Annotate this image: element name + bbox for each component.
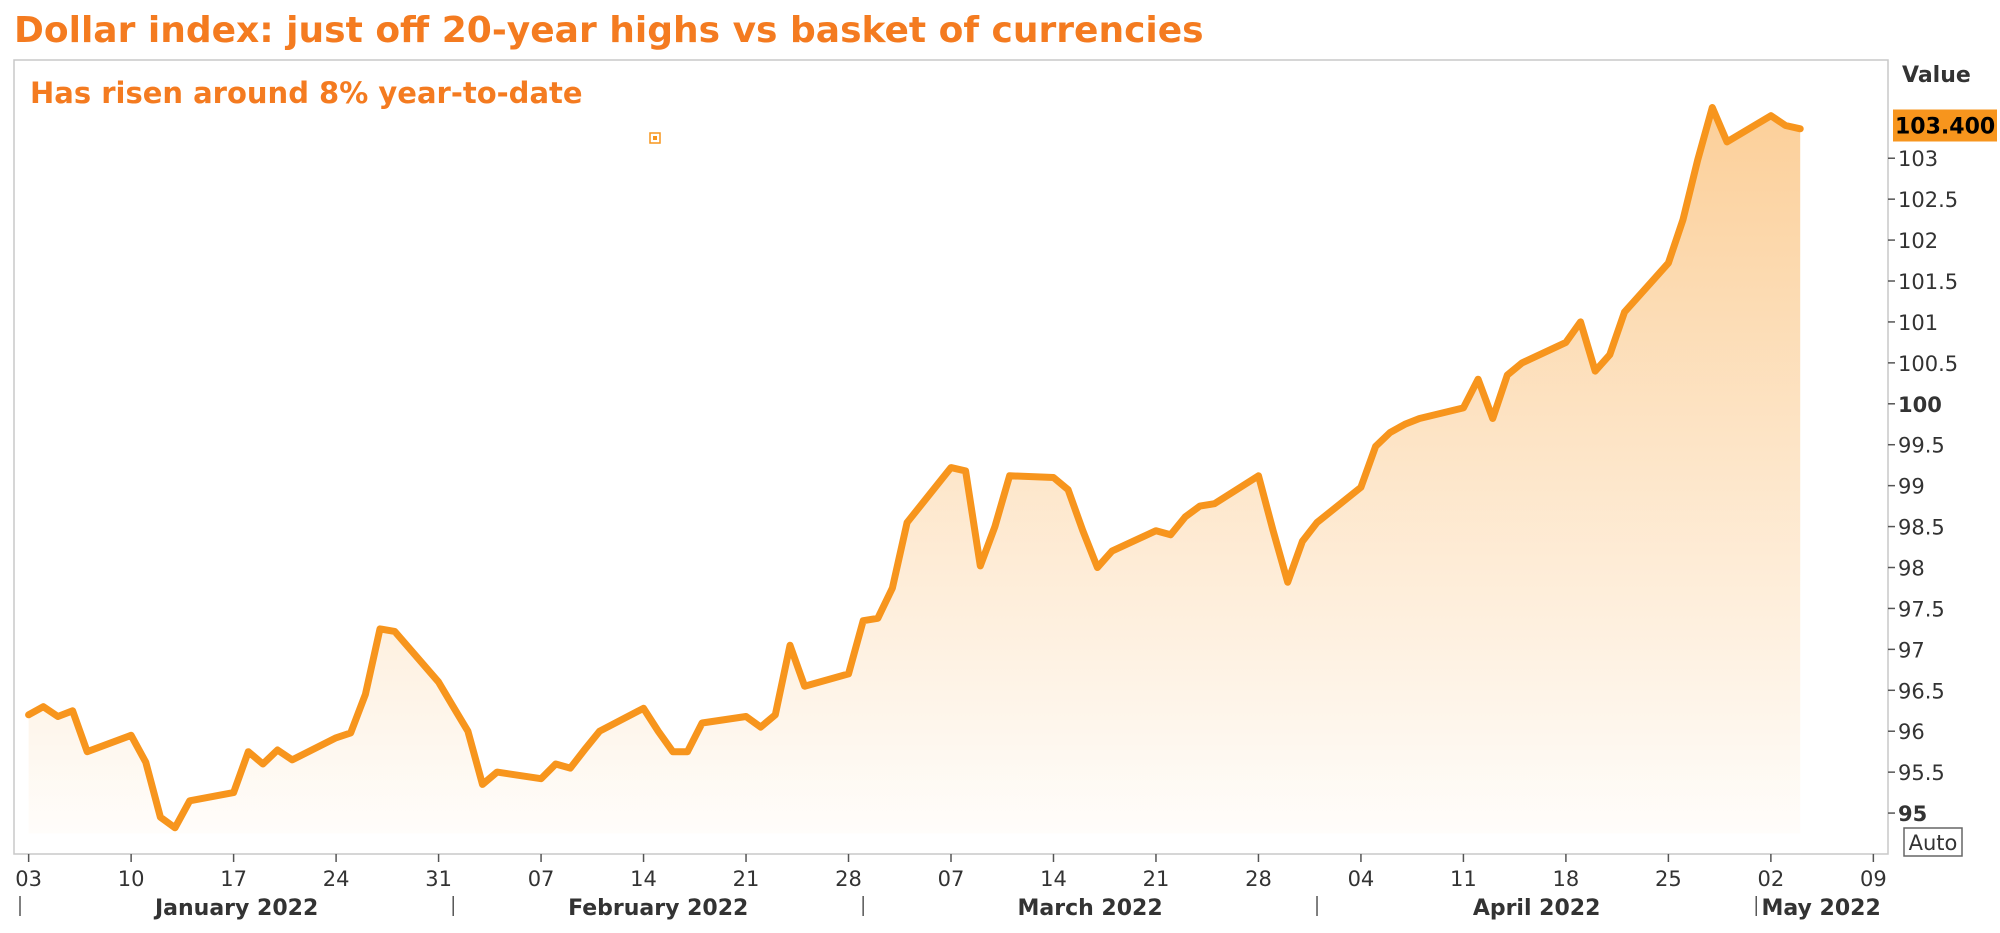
x-tick-label: 18 [1553,867,1580,891]
series-line [25,104,1804,832]
y-tick-label: 102 [1898,229,1938,253]
x-tick-label: 07 [938,867,965,891]
y-tick-label: 100 [1898,393,1942,417]
y-tick-label: 99 [1898,475,1925,499]
y-tick-label: 97.5 [1898,597,1945,621]
y-tick-label: 103 [1898,147,1938,171]
y-axis: 95 95.5 96 96.5 97 97.5 98 98.5 99 99.5 100 100.5 10… [1888,147,1958,826]
x-tick-label: 14 [630,867,657,891]
x-tick-label: 31 [425,867,452,891]
series-area-fill [28,107,1801,834]
last-value-label: 103.400 [1895,115,1995,140]
month-label: March 2022 [1017,896,1162,921]
x-axis-months: January 2022 February 2022 March 2022 April… [19,896,1881,921]
x-tick-label: 25 [1655,867,1682,891]
y-tick-label: 101.5 [1898,270,1958,294]
y-tick-label: 97 [1898,638,1925,662]
x-tick-label: 28 [1245,867,1272,891]
x-tick-label: 21 [1143,867,1170,891]
x-tick-label: 17 [220,867,247,891]
x-tick-label: 04 [1348,867,1375,891]
annotation-marker [649,132,661,144]
auto-scale-button-bg[interactable] [1903,827,1963,857]
y-axis-title: Value [1902,63,1971,88]
x-tick-label: 09 [1860,867,1887,891]
last-value-badge-bg [1893,109,1997,142]
last-value-badge: 103.400 [1893,109,1997,142]
y-tick-label: 98 [1898,557,1925,581]
y-tick-label: 102.5 [1898,188,1958,212]
y-tick-label: 96 [1898,720,1925,744]
x-tick-label: 11 [1450,867,1477,891]
chart-title: Dollar index: just off 20-year highs vs … [14,10,1204,51]
y-tick-label: 95 [1898,802,1927,826]
y-tick-label: 99.5 [1898,434,1945,458]
month-label: January 2022 [153,896,318,921]
x-tick-label: 24 [323,867,350,891]
x-tick-label: 28 [835,867,862,891]
x-tick-label: 10 [118,867,145,891]
month-label: February 2022 [568,896,748,921]
auto-scale-button[interactable]: Auto [1909,831,1958,855]
y-tick-label: 100.5 [1898,352,1958,376]
y-tick-label: 101 [1898,311,1938,335]
x-axis: 03 10 17 24 31 07 14 21 28 07 14 21 28 04 11 18 25 02 09 [15,854,1887,891]
x-tick-label: 21 [733,867,760,891]
x-tick-label: 07 [528,867,555,891]
chart-subtitle: Has risen around 8% year-to-date [30,76,583,110]
x-tick-label: 02 [1758,867,1785,891]
y-tick-label: 95.5 [1898,761,1945,785]
y-tick-label: 98.5 [1898,516,1945,540]
x-tick-label: 14 [1040,867,1067,891]
month-label: April 2022 [1473,896,1601,921]
annotation-marker-dot [653,136,657,140]
x-tick-label: 03 [15,867,42,891]
month-label: May 2022 [1761,896,1880,921]
y-tick-label: 96.5 [1898,679,1945,703]
